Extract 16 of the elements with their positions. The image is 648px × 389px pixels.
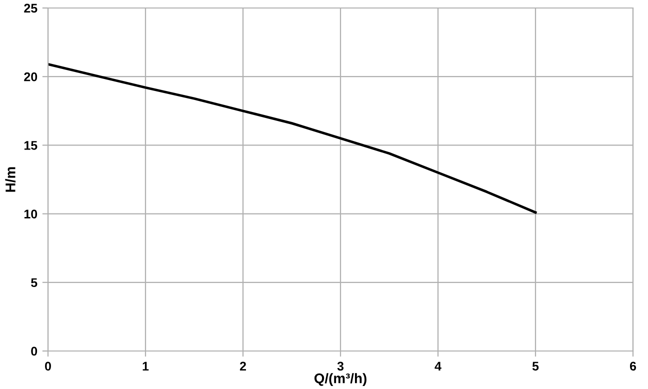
y-tick-label: 25 — [24, 4, 38, 13]
y-tick-label: 0 — [31, 346, 38, 356]
x-tick-label: 1 — [142, 362, 149, 370]
y-tick-label: 15 — [24, 141, 38, 150]
line-series — [48, 63, 537, 214]
y-tick-label: 10 — [24, 210, 38, 218]
x-tick-label: 4 — [434, 362, 442, 370]
x-tick-label: 2 — [240, 362, 246, 370]
x-tick-label: 0 — [45, 362, 51, 371]
x-tick-label: 5 — [532, 362, 539, 371]
x-axis-title: Q/(m³/h) — [314, 373, 366, 386]
y-axis-title: H/m — [5, 167, 16, 192]
y-tick-label: 20 — [24, 72, 38, 82]
x-tick-label: 3 — [337, 362, 344, 371]
y-tick-label: 5 — [31, 278, 38, 288]
x-tick-label: 6 — [630, 362, 636, 371]
